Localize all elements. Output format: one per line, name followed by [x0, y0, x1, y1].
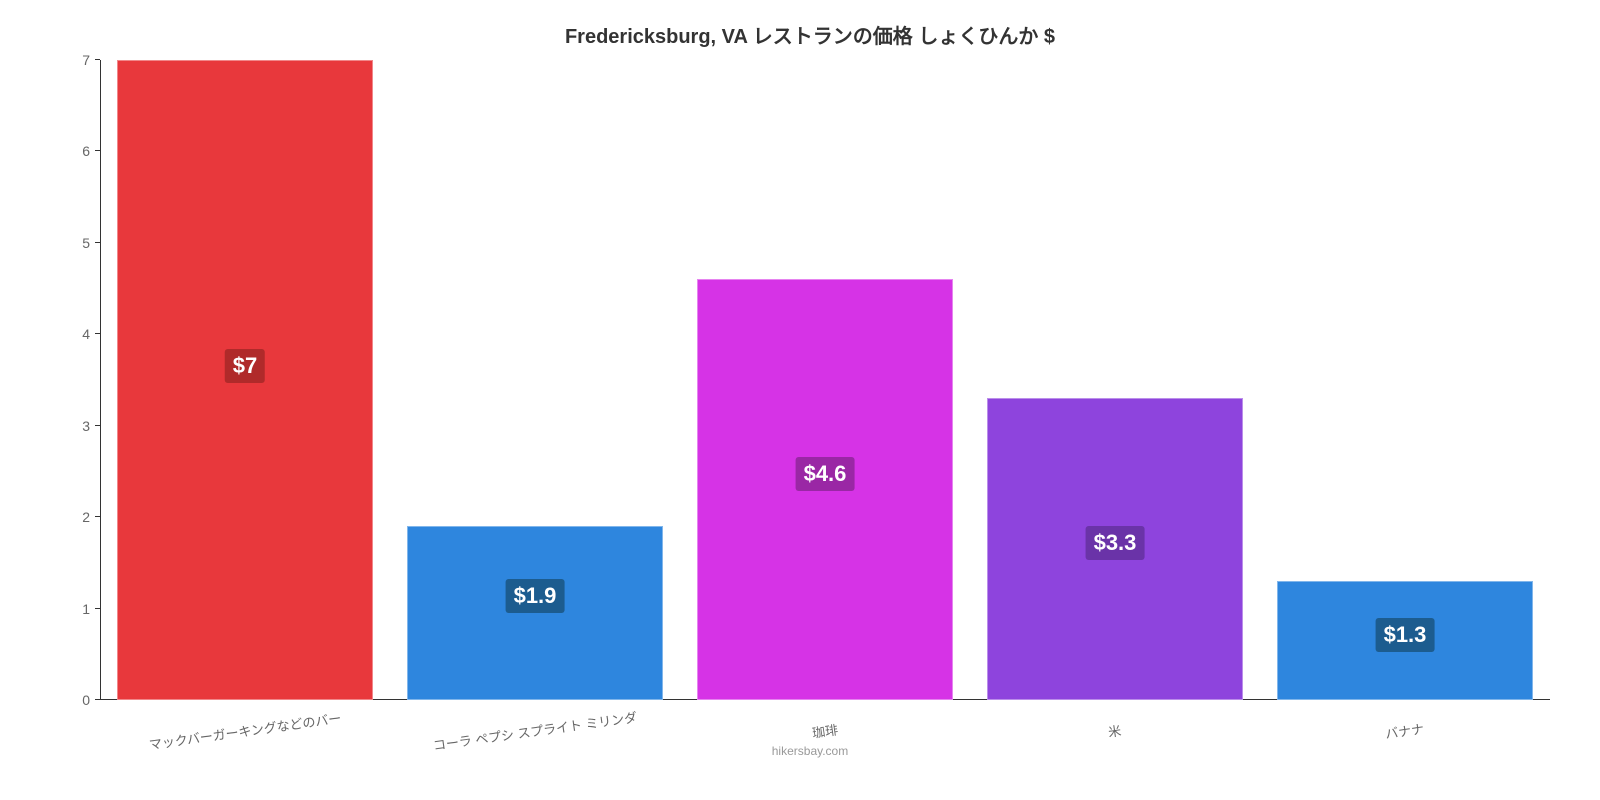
bar-slot: $1.9	[390, 60, 680, 700]
bar-value-label: $7	[225, 349, 265, 383]
y-tick-label: 5	[82, 235, 90, 251]
y-tick-label: 2	[82, 509, 90, 525]
y-tick-label: 1	[82, 601, 90, 617]
price-bar-chart: Fredericksburg, VA レストランの価格 しょくひんか $ 0 1 2…	[60, 20, 1560, 760]
bar: $1.3	[1277, 581, 1532, 700]
x-label: マックバーガーキングなどのバー	[148, 708, 343, 754]
y-tick-label: 0	[82, 692, 90, 708]
x-label-slot: 米	[970, 721, 1260, 740]
attribution-text: hikersbay.com	[772, 744, 848, 758]
x-label: 珈琲	[811, 719, 839, 741]
bar-value-label: $3.3	[1086, 526, 1145, 560]
chart-title: Fredericksburg, VA レストランの価格 しょくひんか $	[60, 20, 1560, 49]
x-label-slot: コーラ ペプシ スプライト ミリンダ	[390, 721, 680, 740]
bar-slot: $3.3	[970, 60, 1260, 700]
bar-value-label: $1.9	[506, 579, 565, 613]
bar-slot: $7	[100, 60, 390, 700]
x-label-slot: バナナ	[1260, 721, 1550, 740]
y-tick-label: 7	[82, 52, 90, 68]
bar-slot: $4.6	[680, 60, 970, 700]
y-tick-label: 6	[82, 143, 90, 159]
bar: $4.6	[697, 279, 952, 700]
x-label: バナナ	[1384, 718, 1425, 742]
y-tick-label: 4	[82, 326, 90, 342]
bars-container: $7 $1.9 $4.6 $3.3 $1.3	[100, 60, 1550, 700]
plot-area: 01234567 $7$1.9$4.6$3.3$1.3	[100, 60, 1550, 700]
x-label-slot: マックバーガーキングなどのバー	[100, 721, 390, 740]
x-labels: マックバーガーキングなどのバーコーラ ペプシ スプライト ミリンダ 珈琲 米 バナナ	[100, 721, 1550, 740]
bar-value-label: $1.3	[1376, 618, 1435, 652]
x-label-slot: 珈琲	[680, 721, 970, 740]
bar-value-label: $4.6	[796, 457, 855, 491]
y-tick-label: 3	[82, 418, 90, 434]
x-label: 米	[1107, 720, 1123, 741]
x-label: コーラ ペプシ スプライト ミリンダ	[432, 707, 638, 754]
bar: $3.3	[987, 398, 1242, 700]
bar: $7	[117, 60, 372, 700]
bar-slot: $1.3	[1260, 60, 1550, 700]
bar: $1.9	[407, 526, 662, 700]
